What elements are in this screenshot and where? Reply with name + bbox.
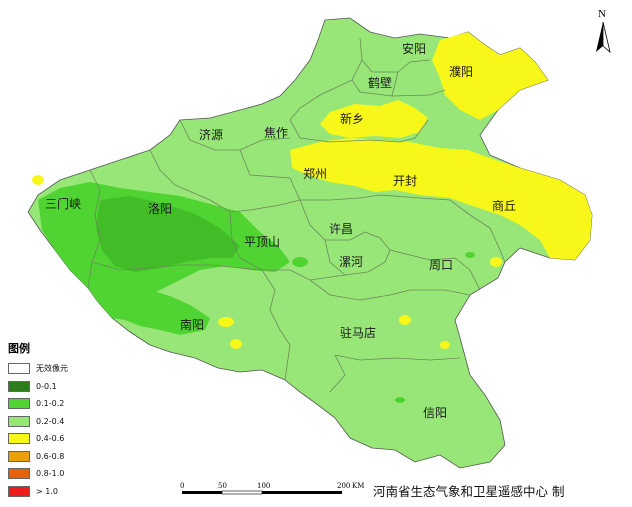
legend: 图例 无效像元 0-0.1 0.1-0.2 0.2-0.4 0.4-0.6 0.… <box>8 340 108 500</box>
legend-swatch <box>8 450 30 462</box>
legend-label: 0.8-1.0 <box>36 469 65 479</box>
label-jiaozuo: 焦作 <box>264 126 289 140</box>
legend-swatch <box>8 433 30 445</box>
label-zhumadian: 驻马店 <box>340 326 377 340</box>
label-luoyang: 洛阳 <box>148 202 173 216</box>
green-patch <box>465 252 475 258</box>
green-patch <box>395 397 405 403</box>
label-xinyang: 信阳 <box>423 406 448 420</box>
green-patch <box>292 257 308 267</box>
legend-item: 0.2-0.4 <box>8 413 108 431</box>
legend-item: 0.8-1.0 <box>8 465 108 483</box>
legend-swatch <box>8 468 30 480</box>
xinxiang-yellow-zone <box>320 100 428 138</box>
label-pingdingshan: 平顶山 <box>244 235 281 249</box>
label-hebi: 鹤壁 <box>368 76 393 90</box>
legend-swatch <box>8 485 30 497</box>
legend-item: 0-0.1 <box>8 378 108 396</box>
label-xuchang: 许昌 <box>329 222 354 236</box>
scale-tick-50: 50 <box>218 482 227 490</box>
legend-swatch <box>8 363 30 375</box>
luoyang-dark-core <box>96 196 240 272</box>
legend-swatch <box>8 415 30 427</box>
legend-title: 图例 <box>8 342 30 355</box>
legend-item: > 1.0 <box>8 483 108 501</box>
legend-label: 0.1-0.2 <box>36 399 65 409</box>
yellow-patch <box>440 341 450 349</box>
legend-label: 0.6-0.8 <box>36 451 65 461</box>
north-letter: N <box>598 8 606 20</box>
legend-label: 无效像元 <box>36 364 68 374</box>
legend-item: 0.4-0.6 <box>8 430 108 448</box>
legend-swatch <box>8 398 30 410</box>
yellow-patch <box>490 257 502 267</box>
label-puyang: 濮阳 <box>449 65 474 79</box>
legend-swatch <box>8 380 30 392</box>
legend-label: > 1.0 <box>36 486 58 496</box>
label-zhengzhou: 郑州 <box>303 167 328 181</box>
legend-label: 0.2-0.4 <box>36 416 65 426</box>
scale-bar <box>182 490 342 495</box>
southwest-dark-green-zone <box>90 282 210 335</box>
label-xinxiang: 新乡 <box>340 112 365 126</box>
legend-item: 0.6-0.8 <box>8 448 108 466</box>
label-sanmenxia: 三门峡 <box>45 197 82 211</box>
yellow-patch <box>218 317 234 327</box>
yellow-patch <box>32 175 44 185</box>
legend-item: 无效像元 <box>8 360 108 378</box>
north-yellow-band <box>290 138 592 260</box>
yellow-patch <box>399 315 411 325</box>
label-zhoukou: 周口 <box>429 258 454 272</box>
north-arrow-icon <box>596 21 611 54</box>
scale-tick-0: 0 <box>180 482 185 490</box>
legend-label: 0.4-0.6 <box>36 434 65 444</box>
puyang-yellow-zone <box>432 32 548 120</box>
label-luohe: 漯河 <box>339 255 364 269</box>
label-jiyuan: 济源 <box>199 128 224 142</box>
legend-label: 0-0.1 <box>36 381 57 391</box>
legend-item: 0.1-0.2 <box>8 395 108 413</box>
map-credit: 河南省生态气象和卫星遥感中心 制 <box>373 484 565 499</box>
prefecture-boundaries <box>87 37 506 393</box>
scale-tick-200: 200 <box>337 482 351 490</box>
scale-tick-100: 100 <box>257 482 271 490</box>
yellow-patch <box>230 339 242 349</box>
label-kaifeng: 开封 <box>393 174 418 188</box>
label-shangqiu: 商丘 <box>492 199 517 213</box>
scale-unit: KM <box>352 482 365 490</box>
label-nanyang: 南阳 <box>180 318 205 332</box>
label-anyang: 安阳 <box>402 42 427 56</box>
